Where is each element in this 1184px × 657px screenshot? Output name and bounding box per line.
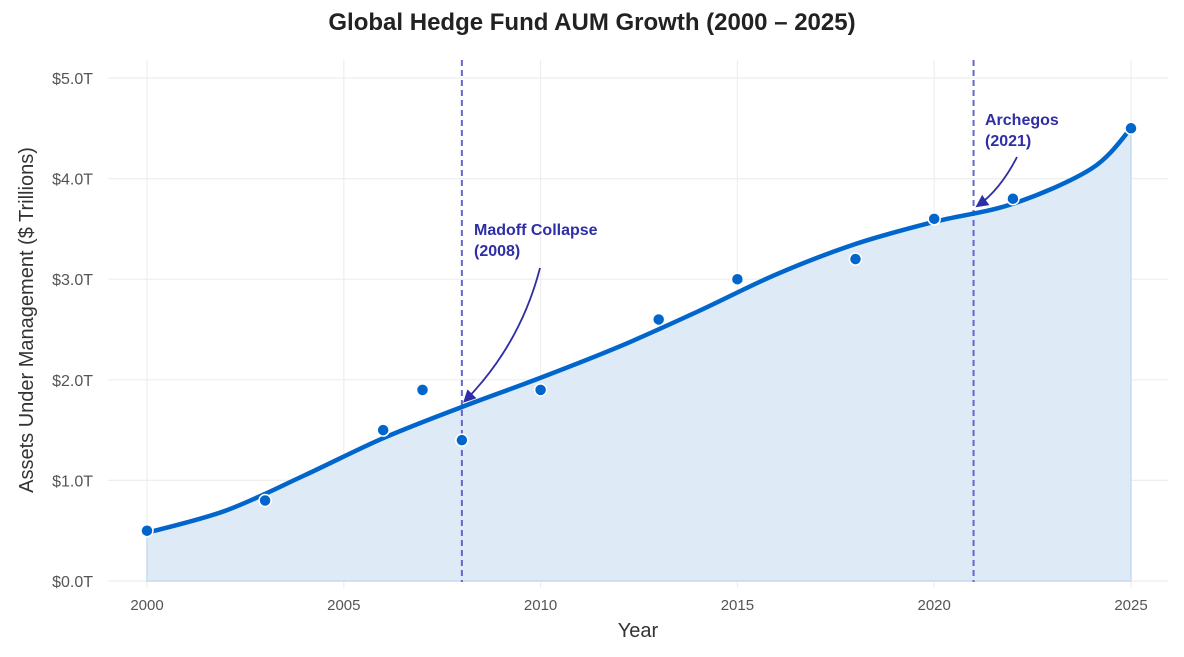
data-point	[1124, 121, 1138, 136]
annotation-archegos-line2: (2021)	[985, 133, 1031, 150]
trend-line	[144, 126, 1134, 535]
data-point	[848, 252, 863, 266]
annotation-archegos-line1: Archegos	[985, 112, 1059, 129]
annotation-madoff-line2: (2008)	[474, 243, 520, 260]
x-tick-label: 2020	[918, 597, 951, 614]
x-tick-label: 2015	[721, 597, 754, 614]
y-tick-label: $5.0T	[52, 71, 93, 88]
data-point	[376, 423, 390, 437]
annotation-madoff-arrow	[463, 267, 541, 403]
y-tick-label: $1.0T	[52, 473, 93, 490]
x-tick-label: 2025	[1114, 597, 1147, 614]
y-tick-label: $3.0T	[52, 272, 93, 289]
data-point	[258, 493, 272, 508]
data-point	[1006, 191, 1020, 206]
y-tick-label: $4.0T	[52, 172, 93, 189]
area-fill	[146, 126, 1132, 582]
annotation-archegos-arrow	[975, 156, 1018, 208]
data-point	[651, 312, 666, 327]
data-point	[415, 383, 430, 397]
x-axis-label: Year	[618, 620, 659, 642]
y-axis-label: Assets Under Management ($ Trillions)	[16, 147, 38, 493]
data-point	[927, 212, 941, 226]
x-tick-label: 2010	[524, 597, 557, 614]
annotation-madoff-line1: Madoff Collapse	[474, 222, 598, 239]
chart-title: Global Hedge Fund AUM Growth (2000 – 202…	[328, 9, 856, 36]
data-point	[533, 383, 548, 397]
data-point	[455, 433, 469, 447]
x-tick-label: 2000	[130, 597, 163, 614]
y-tick-label: $2.0T	[52, 373, 93, 390]
y-tick-label: $0.0T	[52, 574, 93, 591]
data-point	[140, 523, 154, 538]
x-tick-label: 2005	[327, 597, 360, 614]
data-point	[730, 272, 745, 286]
